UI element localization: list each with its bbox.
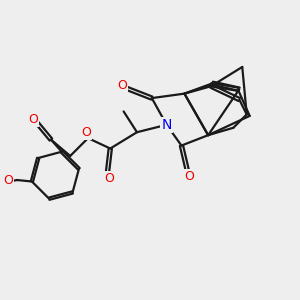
Text: N: N [161, 118, 172, 132]
Text: O: O [82, 126, 92, 139]
Text: O: O [105, 172, 115, 185]
Text: O: O [3, 173, 13, 187]
Text: O: O [117, 79, 127, 92]
Text: O: O [184, 169, 194, 183]
Text: O: O [28, 113, 38, 126]
